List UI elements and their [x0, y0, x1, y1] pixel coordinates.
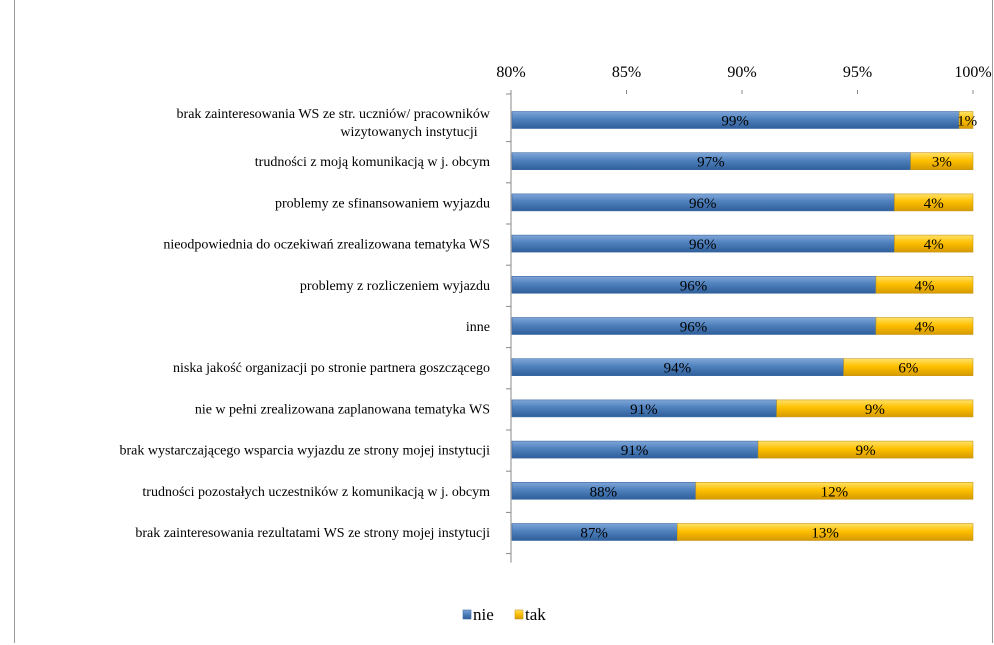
bar-tak [958, 111, 974, 129]
bar-tak [695, 481, 974, 500]
category-label: niska jakość organizacji po stronie part… [173, 361, 490, 376]
data-label-tak: 9% [865, 402, 885, 418]
bar-tak [776, 399, 974, 418]
data-label-nie: 87% [580, 526, 608, 542]
data-label-tak: 1% [957, 114, 977, 130]
data-label-nie: 96% [689, 237, 717, 253]
data-label-nie: 96% [680, 278, 708, 294]
category-label: nie w pełni zrealizowana zaplanowana tem… [195, 402, 490, 417]
bar-tak [843, 358, 974, 377]
data-label-nie: 96% [689, 196, 717, 212]
data-label-tak: 13% [811, 526, 839, 542]
x-tick-label: 80% [496, 64, 525, 81]
data-label-tak: 4% [914, 320, 934, 336]
data-label-tak: 6% [898, 361, 918, 377]
data-label-tak: 3% [932, 155, 952, 171]
category-label: problemy z rozliczeniem wyjazdu [300, 279, 490, 294]
data-label-nie: 91% [630, 402, 658, 418]
bar-tak [894, 193, 974, 212]
bar-tak [757, 440, 974, 459]
data-label-nie: 94% [664, 361, 692, 377]
legend-swatch-nie [462, 609, 472, 620]
legend-label-nie: nie [473, 605, 494, 624]
category-label: brak wystarczającego wsparcia wyjazdu ze… [120, 444, 491, 459]
category-label: brak zainteresowania rezultatami WS ze s… [135, 526, 490, 541]
data-label-tak: 4% [924, 237, 944, 253]
bar-tak [875, 317, 974, 335]
x-tick-label: 95% [843, 64, 872, 81]
data-label-nie: 91% [621, 443, 649, 459]
data-label-tak: 4% [924, 196, 944, 212]
bar-tak [894, 234, 974, 253]
category-label: brak zainteresowania WS ze str. uczniów/… [177, 107, 491, 140]
bar-tak [910, 152, 974, 170]
x-tick-label: 90% [727, 64, 756, 81]
x-tick-label: 85% [612, 64, 641, 81]
data-label-tak: 9% [856, 443, 876, 459]
data-label-nie: 97% [697, 155, 725, 171]
category-label: trudności pozostałych uczestników z komu… [142, 485, 490, 500]
x-tick-label: 100% [954, 64, 991, 81]
data-label-nie: 96% [680, 320, 708, 336]
data-label-tak: 12% [821, 484, 849, 500]
data-label-nie: 88% [590, 484, 618, 500]
category-label: nieodpowiednia do oczekiwań zrealizowana… [163, 238, 490, 253]
category-label: inne [466, 320, 490, 335]
legend-swatch-tak [514, 609, 524, 620]
bar-tak [677, 523, 974, 541]
data-label-nie: 99% [721, 114, 749, 130]
bar-tak [875, 275, 974, 294]
category-label: trudności z moją komunikacją w j. obcym [255, 155, 490, 170]
data-label-tak: 4% [914, 278, 934, 294]
category-label: problemy ze sfinansowaniem wyjazdu [275, 196, 490, 211]
legend-label-tak: tak [525, 605, 546, 624]
